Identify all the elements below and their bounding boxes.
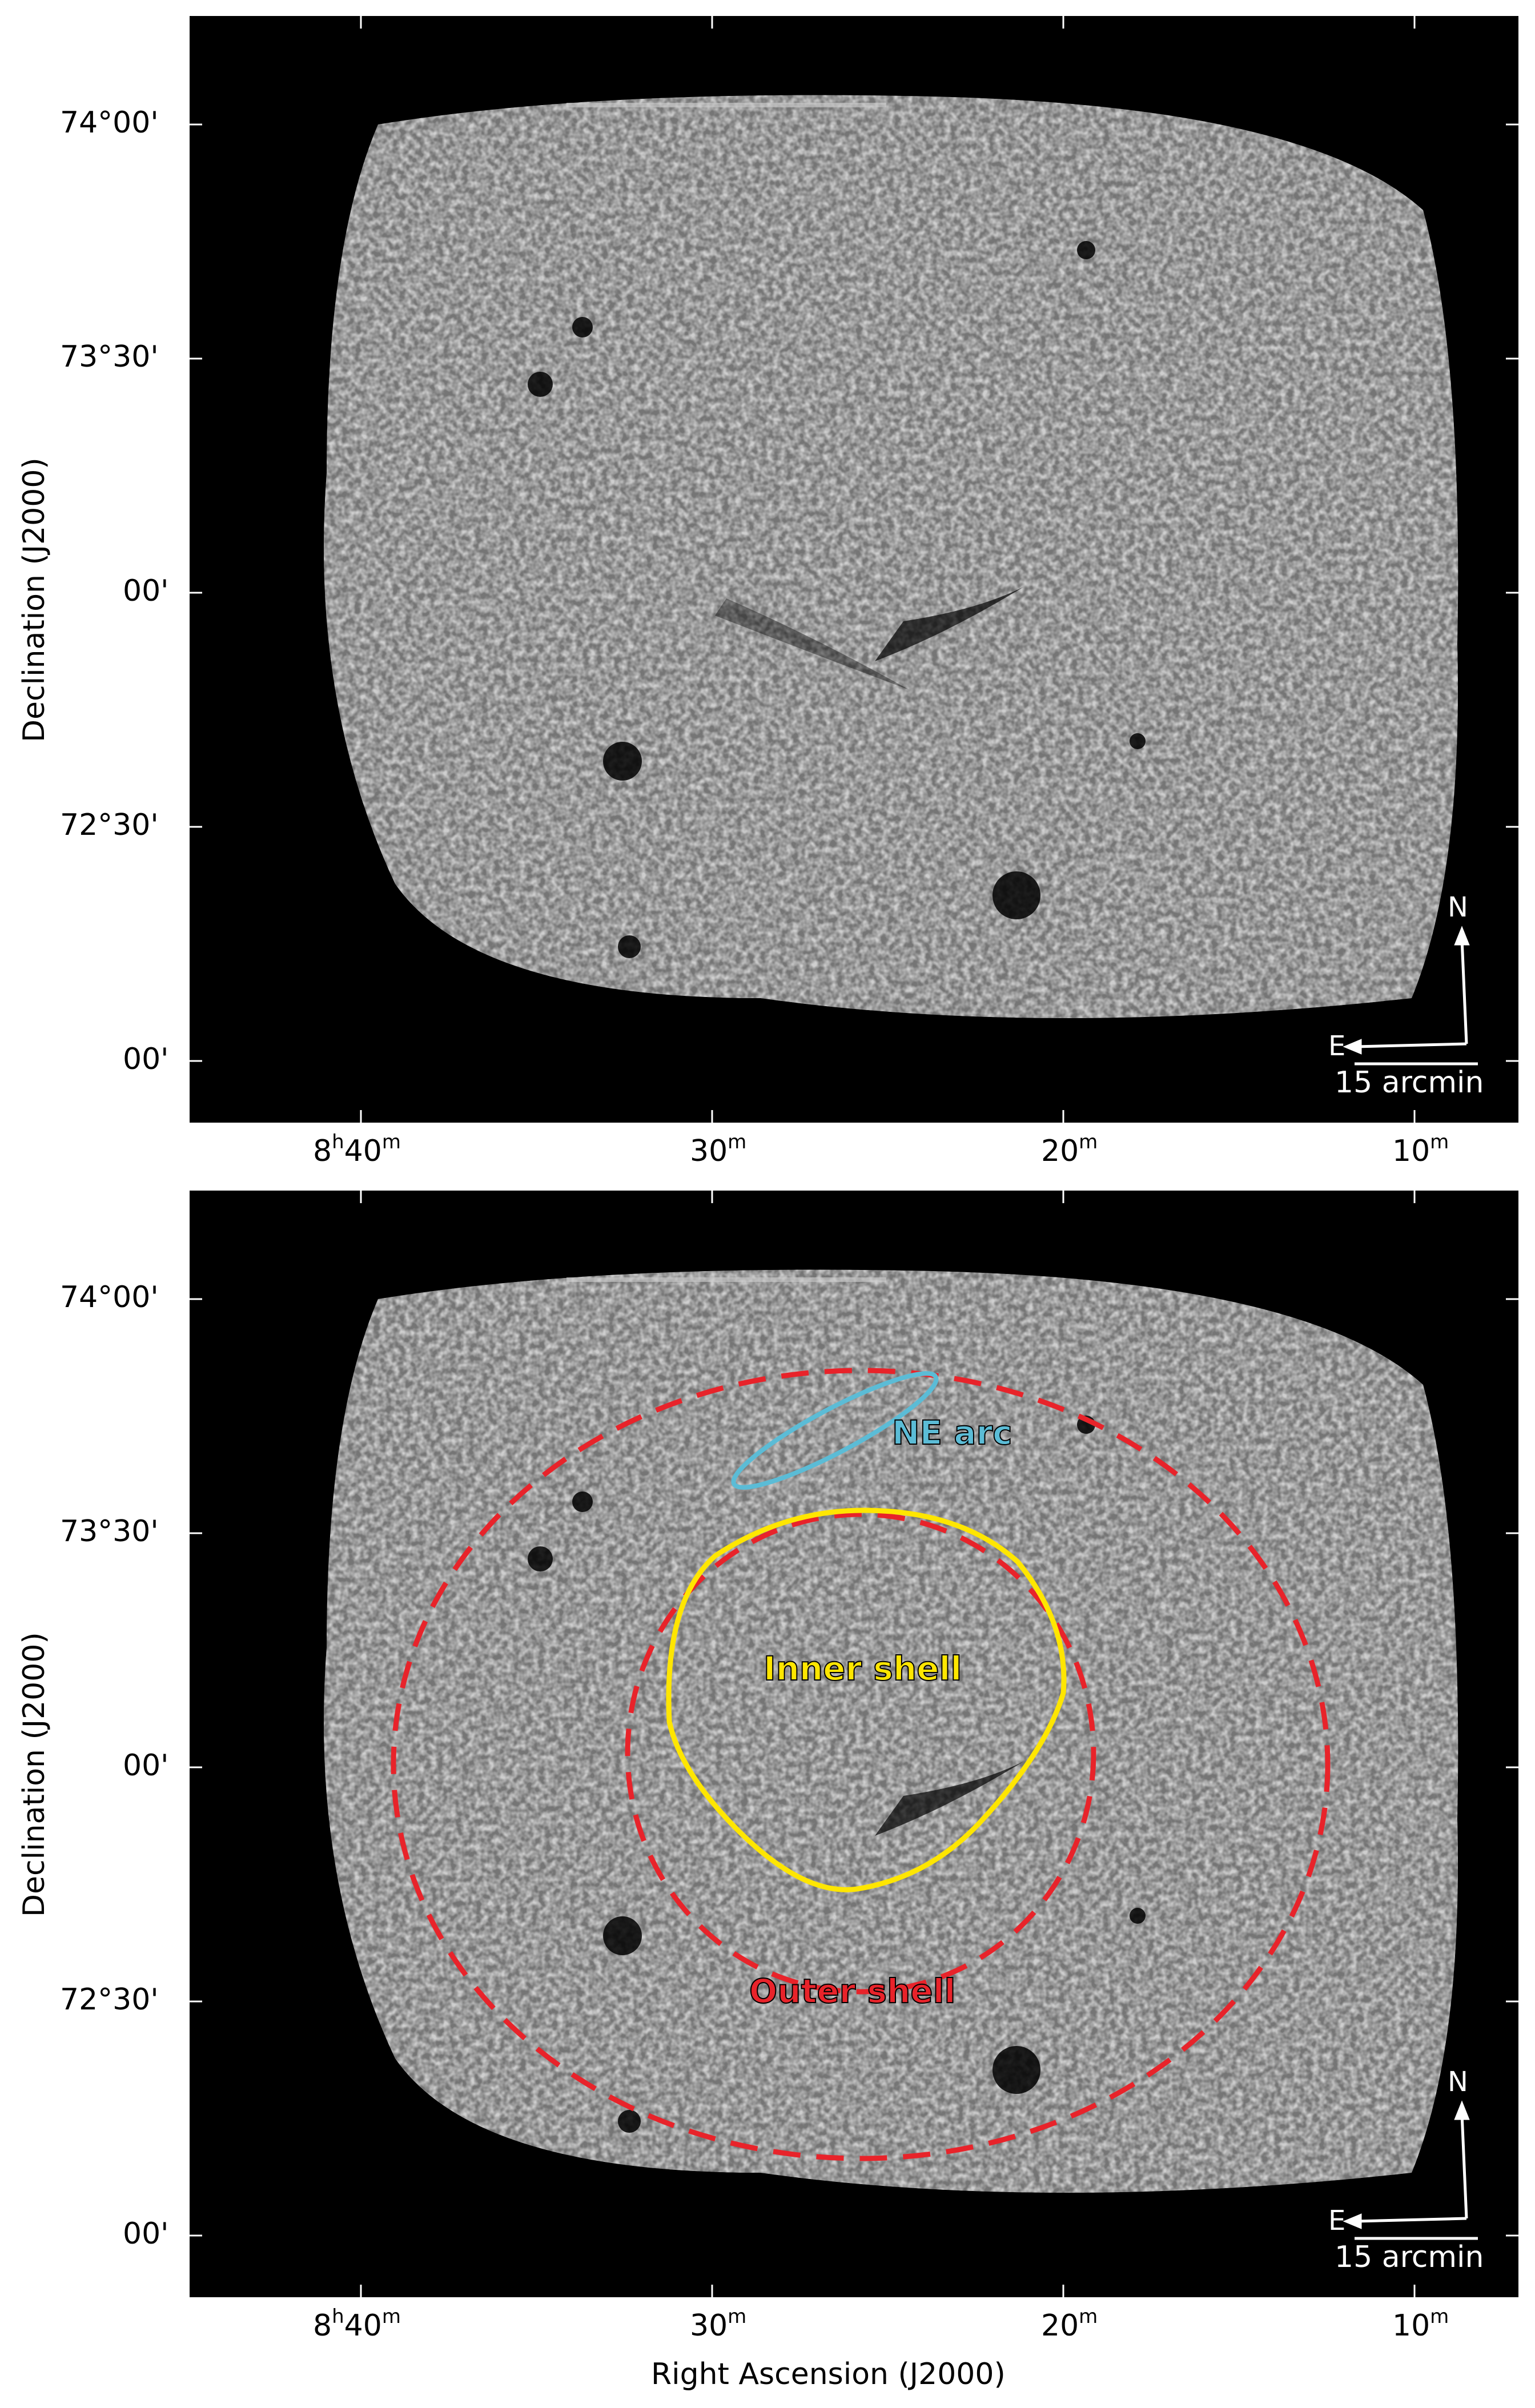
y-tick-label: 00' <box>123 574 169 608</box>
x-tick-hour: 8 <box>313 1134 332 1168</box>
x-axis-title: Right Ascension (J2000) <box>651 2357 1006 2391</box>
x-tick-sup-m: m <box>1079 1131 1098 1153</box>
x-tick-label: 30m <box>690 2305 746 2343</box>
x-tick-sup-m: m <box>381 2305 401 2328</box>
x-tick-sup-m: m <box>728 2305 747 2328</box>
y-axis-title-text: Declination (J2000) <box>17 1632 51 1917</box>
x-tick-label: 8h40m <box>313 2305 401 2343</box>
compass-arrows <box>1343 2100 1478 2240</box>
inner-dashed-outline <box>625 1511 1096 1995</box>
x-tick-min: 40 <box>344 1134 382 1168</box>
inner-shell-label: Inner shell <box>763 1649 962 1689</box>
x-tick-sup-m: m <box>381 1131 401 1153</box>
compass-arrows <box>1343 926 1478 1066</box>
y-tick-label: 00' <box>123 1042 169 1076</box>
x-tick-label: 10m <box>1392 2305 1449 2343</box>
scale-bar-label: 15 arcmin <box>1335 1066 1484 1100</box>
x-tick-sup-m: m <box>1430 1131 1449 1153</box>
tick-marks <box>190 16 1518 1123</box>
y-tick-label: 74°00' <box>60 1280 159 1314</box>
xray-field-image-annotated <box>190 1191 1518 2297</box>
compass-east-label: E <box>1328 1030 1346 1062</box>
y-tick-label: 72°30' <box>60 1983 159 2017</box>
x-tick-min: 10 <box>1392 2309 1430 2343</box>
compass-north-label: N <box>1448 891 1468 923</box>
x-tick-min: 30 <box>690 1134 728 1168</box>
xray-field-image <box>190 16 1518 1123</box>
x-tick-min: 10 <box>1392 1134 1430 1168</box>
y-tick-label: 73°30' <box>60 340 159 374</box>
x-tick-min: 20 <box>1041 2309 1079 2343</box>
outer-shell-label: Outer shell <box>749 1971 956 2011</box>
x-tick-sup-m: m <box>1079 2305 1098 2328</box>
x-tick-min: 40 <box>344 2309 382 2343</box>
y-tick-label: 72°30' <box>60 808 159 842</box>
ne-arc-outline <box>731 1371 939 1490</box>
y-tick-label: 00' <box>123 1748 169 1783</box>
x-tick-min: 20 <box>1041 1134 1079 1168</box>
x-tick-hour: 8 <box>313 2309 332 2343</box>
x-tick-label: 30m <box>690 1131 746 1168</box>
y-tick-label: 00' <box>123 2217 169 2251</box>
outer-shell-outline <box>391 1368 1331 2161</box>
compass-north-label: N <box>1448 2066 1468 2098</box>
bottom-xray-image-panel: NE arc Inner shell Outer shell N E 15 ar… <box>190 1191 1518 2297</box>
y-axis-title: Declination (J2000) <box>17 457 51 742</box>
inner-shell-outline <box>666 1507 1067 1892</box>
x-tick-label: 8h40m <box>313 1131 401 1168</box>
x-tick-label: 10m <box>1392 1131 1449 1168</box>
top-xray-image-panel: N E 15 arcmin <box>190 16 1518 1123</box>
y-tick-label: 74°00' <box>60 106 159 140</box>
x-tick-min: 30 <box>690 2309 728 2343</box>
x-tick-sup-h: h <box>332 2305 344 2328</box>
x-tick-sup-m: m <box>728 1131 747 1153</box>
x-tick-label: 20m <box>1041 1131 1098 1168</box>
ne-arc-label: NE arc <box>891 1413 1012 1453</box>
x-tick-sup-h: h <box>332 1131 344 1153</box>
y-tick-label: 73°30' <box>60 1514 159 1549</box>
x-tick-label: 20m <box>1041 2305 1098 2343</box>
x-tick-sup-m: m <box>1430 2305 1449 2328</box>
scale-bar-label: 15 arcmin <box>1335 2240 1484 2274</box>
y-axis-title-text: Declination (J2000) <box>17 457 51 742</box>
tick-marks <box>190 1191 1518 2297</box>
compass-east-label: E <box>1328 2205 1346 2237</box>
y-axis-title: Declination (J2000) <box>17 1632 51 1917</box>
